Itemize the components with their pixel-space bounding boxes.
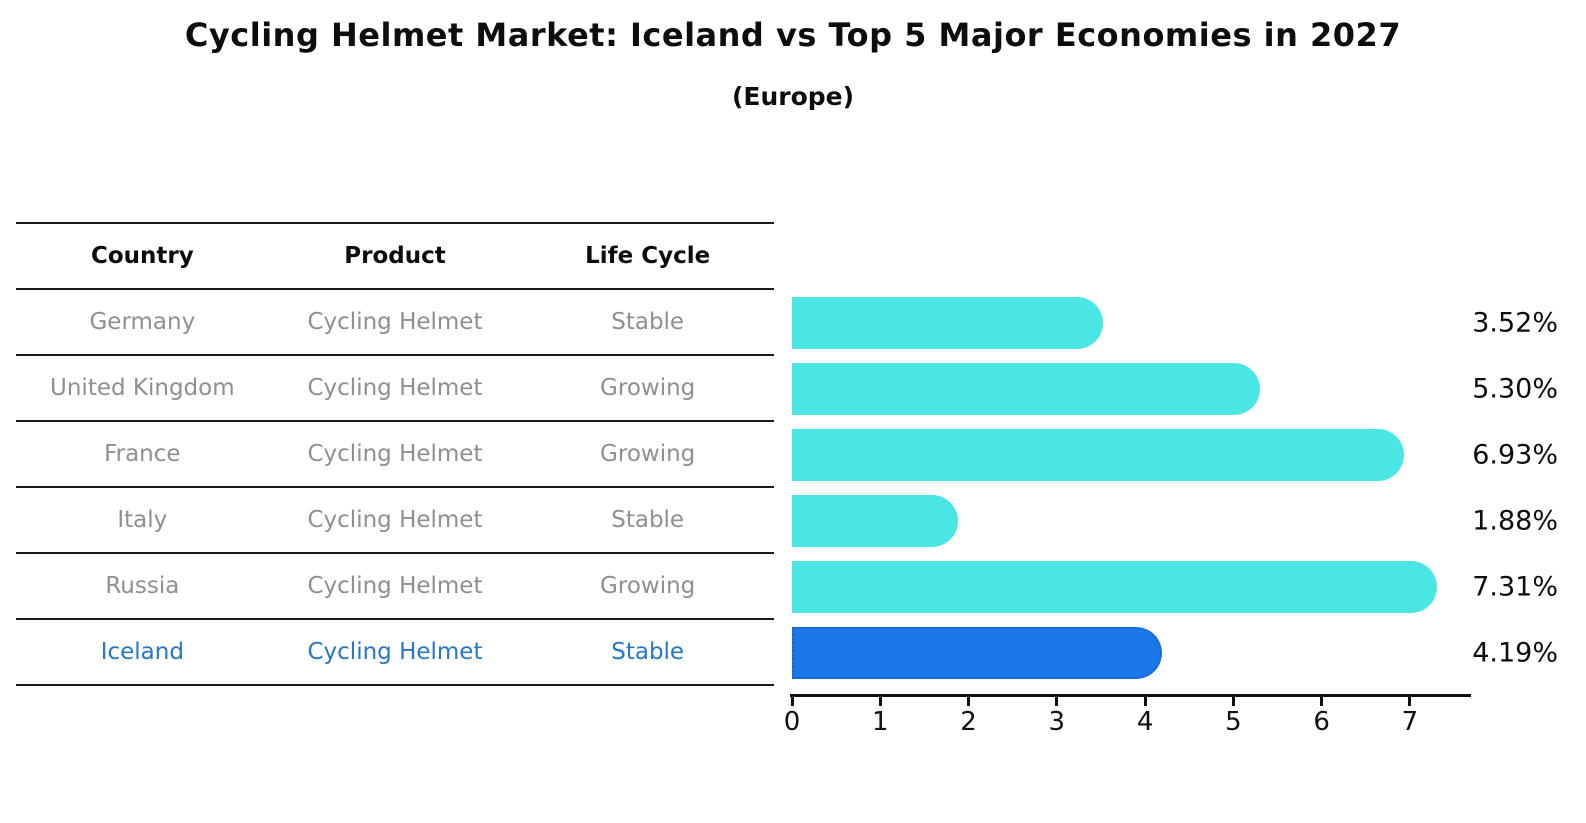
value-label-france: 6.93% bbox=[1472, 439, 1558, 471]
x-axis-tick-label-2: 2 bbox=[960, 707, 977, 737]
bar-united-kingdom bbox=[792, 363, 1260, 415]
table-cell-product: Cycling Helmet bbox=[307, 639, 483, 665]
x-axis-tick-label-0: 0 bbox=[783, 707, 801, 737]
table-cell-life-cycle: Stable bbox=[611, 639, 685, 665]
x-axis-tick-3 bbox=[1055, 697, 1059, 706]
x-axis-tick-label-3: 3 bbox=[1048, 707, 1066, 737]
x-axis-tick-4 bbox=[1143, 697, 1147, 706]
table-row-france: France Cycling Helmet Growing bbox=[16, 422, 774, 488]
bar-germany bbox=[792, 297, 1103, 349]
value-label-germany: 3.52% bbox=[1472, 307, 1558, 339]
x-axis-tick-0 bbox=[790, 697, 794, 706]
table-cell-country: United Kingdom bbox=[50, 375, 235, 401]
table-row-italy: Italy Cycling Helmet Stable bbox=[16, 488, 774, 554]
chart-subtitle: (Europe) bbox=[731, 82, 855, 111]
bar-row-germany bbox=[792, 290, 1471, 356]
bar-row-united-kingdom bbox=[792, 356, 1471, 422]
x-axis-tick-1 bbox=[878, 697, 882, 706]
table-row-united-kingdom: United Kingdom Cycling Helmet Growing bbox=[16, 356, 774, 422]
bar-iceland bbox=[792, 627, 1162, 679]
table-cell-life-cycle: Growing bbox=[600, 441, 696, 467]
x-axis-tick-label-4: 4 bbox=[1136, 707, 1154, 737]
x-axis-tick-6 bbox=[1320, 697, 1324, 706]
table-cell-life-cycle: Stable bbox=[611, 309, 685, 335]
bar-row-france bbox=[792, 422, 1471, 488]
x-axis-tick-2 bbox=[967, 697, 971, 706]
country-table: Country Product Life Cycle Germany Cyclin… bbox=[16, 222, 774, 686]
value-label-iceland: 4.19% bbox=[1472, 637, 1558, 669]
bar-row-russia bbox=[792, 554, 1471, 620]
table-cell-country: Germany bbox=[89, 309, 196, 335]
table-cell-country: Iceland bbox=[100, 639, 184, 665]
table-body: Germany Cycling Helmet Stable United Kingdo… bbox=[16, 290, 774, 686]
bar-plot-area bbox=[792, 290, 1471, 686]
table-cell-country: France bbox=[104, 441, 181, 467]
x-axis-tick-5 bbox=[1231, 697, 1235, 706]
x-axis-tick-7 bbox=[1408, 697, 1412, 706]
table-row-germany: Germany Cycling Helmet Stable bbox=[16, 290, 774, 356]
table-header-country: Country bbox=[90, 243, 194, 269]
bar-italy bbox=[792, 495, 958, 547]
value-label-united-kingdom: 5.30% bbox=[1472, 373, 1558, 405]
bar-russia bbox=[792, 561, 1438, 613]
table-cell-country: Russia bbox=[105, 573, 180, 599]
table-cell-life-cycle: Stable bbox=[611, 507, 685, 533]
chart-title: Cycling Helmet Market: Iceland vs Top 5 … bbox=[184, 16, 1402, 54]
table-cell-life-cycle: Growing bbox=[600, 573, 696, 599]
x-axis-line bbox=[790, 694, 1471, 697]
table-cell-life-cycle: Growing bbox=[600, 375, 696, 401]
x-axis-tick-label-1: 1 bbox=[871, 707, 889, 737]
table-cell-product: Cycling Helmet bbox=[307, 507, 483, 533]
bar-row-italy bbox=[792, 488, 1471, 554]
table-cell-product: Cycling Helmet bbox=[307, 573, 483, 599]
table-row-iceland: Iceland Cycling Helmet Stable bbox=[16, 620, 774, 686]
bar-france bbox=[792, 429, 1404, 481]
x-axis-tick-label-7: 7 bbox=[1401, 707, 1419, 737]
table-cell-country: Italy bbox=[117, 507, 168, 533]
value-label-russia: 7.31% bbox=[1472, 571, 1558, 603]
table-header-row: Country Product Life Cycle bbox=[16, 222, 774, 290]
table-header-life-cycle: Life Cycle bbox=[585, 243, 711, 269]
table-cell-product: Cycling Helmet bbox=[307, 441, 483, 467]
x-axis-tick-label-5: 5 bbox=[1225, 707, 1242, 737]
value-label-italy: 1.88% bbox=[1472, 505, 1558, 537]
bar-row-iceland bbox=[792, 620, 1471, 686]
x-axis-tick-label-6: 6 bbox=[1313, 707, 1330, 737]
table-cell-product: Cycling Helmet bbox=[307, 375, 483, 401]
table-row-russia: Russia Cycling Helmet Growing bbox=[16, 554, 774, 620]
table-header-product: Product bbox=[344, 243, 446, 269]
table-cell-product: Cycling Helmet bbox=[307, 309, 483, 335]
